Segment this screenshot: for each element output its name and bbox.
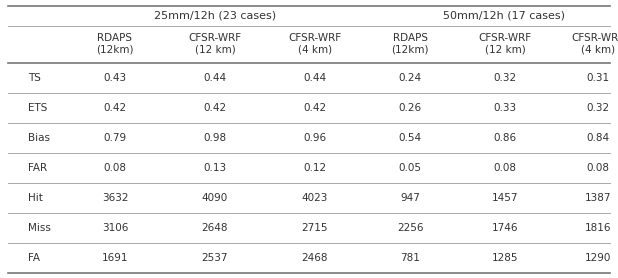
- Text: 2537: 2537: [201, 253, 228, 263]
- Text: 0.54: 0.54: [399, 133, 421, 143]
- Text: TS: TS: [28, 73, 41, 83]
- Text: 1816: 1816: [585, 223, 611, 233]
- Text: 1457: 1457: [492, 193, 519, 203]
- Text: 0.44: 0.44: [203, 73, 227, 83]
- Text: CFSR-WRF: CFSR-WRF: [289, 33, 342, 43]
- Text: 0.13: 0.13: [203, 163, 227, 173]
- Text: 0.12: 0.12: [303, 163, 326, 173]
- Text: 781: 781: [400, 253, 420, 263]
- Text: 2715: 2715: [302, 223, 328, 233]
- Text: 2468: 2468: [302, 253, 328, 263]
- Text: 0.08: 0.08: [586, 163, 609, 173]
- Text: 0.86: 0.86: [493, 133, 517, 143]
- Text: 3632: 3632: [102, 193, 129, 203]
- Text: RDAPS: RDAPS: [98, 33, 132, 43]
- Text: 50mm/12h (17 cases): 50mm/12h (17 cases): [443, 11, 565, 21]
- Text: RDAPS: RDAPS: [392, 33, 428, 43]
- Text: CFSR-WRF: CFSR-WRF: [572, 33, 618, 43]
- Text: 0.43: 0.43: [103, 73, 127, 83]
- Text: 0.42: 0.42: [203, 103, 227, 113]
- Text: 0.08: 0.08: [494, 163, 517, 173]
- Text: (4 km): (4 km): [581, 45, 615, 55]
- Text: 0.24: 0.24: [399, 73, 421, 83]
- Text: 4023: 4023: [302, 193, 328, 203]
- Text: CFSR-WRF: CFSR-WRF: [188, 33, 242, 43]
- Text: FA: FA: [28, 253, 40, 263]
- Text: Miss: Miss: [28, 223, 51, 233]
- Text: (12km): (12km): [391, 45, 429, 55]
- Text: (12 km): (12 km): [485, 45, 525, 55]
- Text: 947: 947: [400, 193, 420, 203]
- Text: 1691: 1691: [102, 253, 129, 263]
- Text: (12km): (12km): [96, 45, 133, 55]
- Text: (12 km): (12 km): [195, 45, 235, 55]
- Text: ETS: ETS: [28, 103, 48, 113]
- Text: 0.32: 0.32: [493, 73, 517, 83]
- Text: CFSR-WRF: CFSR-WRF: [478, 33, 531, 43]
- Text: 2256: 2256: [397, 223, 423, 233]
- Text: 4090: 4090: [202, 193, 228, 203]
- Text: 0.96: 0.96: [303, 133, 326, 143]
- Text: 0.32: 0.32: [586, 103, 609, 113]
- Text: 3106: 3106: [102, 223, 128, 233]
- Text: 2648: 2648: [201, 223, 228, 233]
- Text: 1387: 1387: [585, 193, 611, 203]
- Text: 0.84: 0.84: [586, 133, 609, 143]
- Text: 0.05: 0.05: [399, 163, 421, 173]
- Text: 1290: 1290: [585, 253, 611, 263]
- Text: 0.79: 0.79: [103, 133, 127, 143]
- Text: 25mm/12h (23 cases): 25mm/12h (23 cases): [154, 11, 276, 21]
- Text: Bias: Bias: [28, 133, 50, 143]
- Text: 0.42: 0.42: [103, 103, 127, 113]
- Text: 0.33: 0.33: [493, 103, 517, 113]
- Text: 0.98: 0.98: [203, 133, 227, 143]
- Text: 0.44: 0.44: [303, 73, 326, 83]
- Text: FAR: FAR: [28, 163, 47, 173]
- Text: 0.26: 0.26: [399, 103, 421, 113]
- Text: 0.08: 0.08: [103, 163, 127, 173]
- Text: 1746: 1746: [492, 223, 519, 233]
- Text: Hit: Hit: [28, 193, 43, 203]
- Text: 0.31: 0.31: [586, 73, 609, 83]
- Text: 0.42: 0.42: [303, 103, 326, 113]
- Text: 1285: 1285: [492, 253, 519, 263]
- Text: (4 km): (4 km): [298, 45, 332, 55]
